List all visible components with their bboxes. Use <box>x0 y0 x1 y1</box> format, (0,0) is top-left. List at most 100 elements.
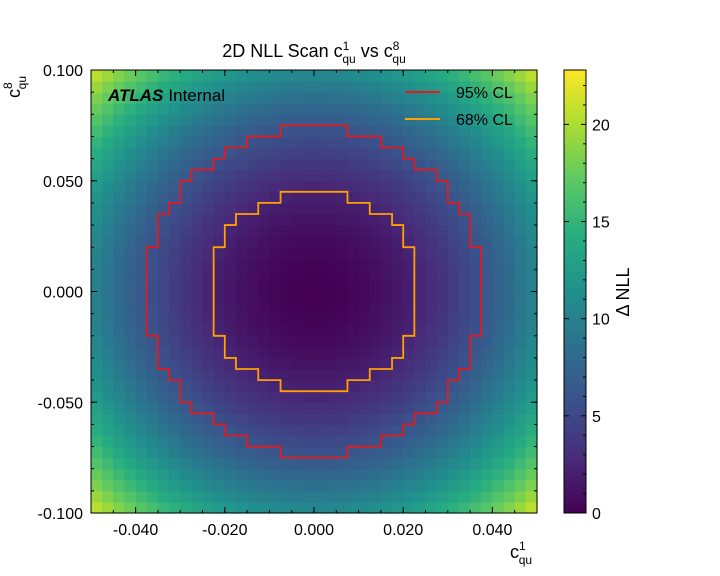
heatmap-cell <box>191 236 204 248</box>
heatmap-cell <box>525 180 538 193</box>
heatmap-cell <box>280 269 293 282</box>
heatmap-cell <box>392 357 404 370</box>
heatmap-cell <box>91 479 103 492</box>
heatmap-cell <box>458 125 471 138</box>
heatmap-cell <box>503 125 516 138</box>
heatmap-cell <box>458 468 471 481</box>
heatmap-cell <box>369 335 382 348</box>
heatmap-cell <box>492 258 505 270</box>
heatmap-cell <box>458 435 471 448</box>
heatmap-cell <box>280 103 293 115</box>
heatmap-cell <box>291 158 304 171</box>
heatmap-cell <box>202 247 215 259</box>
x-tick-label: 0.020 <box>383 522 423 539</box>
heatmap-cell <box>425 479 438 492</box>
heatmap-cell <box>425 225 438 237</box>
heatmap-cell <box>458 457 471 470</box>
y-tick-label: 0.050 <box>43 174 83 191</box>
heatmap-cell <box>91 490 103 503</box>
heatmap-cell <box>291 180 304 193</box>
heatmap-cell <box>169 335 181 348</box>
heatmap-cell <box>470 236 482 248</box>
heatmap-cell <box>392 369 404 381</box>
heatmap-cell <box>314 213 326 226</box>
y-tick-label: -0.100 <box>38 506 83 523</box>
heatmap-cell <box>358 380 371 392</box>
heatmap-cell <box>481 435 493 448</box>
heatmap-cell <box>503 369 516 381</box>
heatmap-cell <box>414 413 427 425</box>
heatmap-cell <box>403 158 415 171</box>
heatmap-cell <box>124 490 137 503</box>
heatmap-cell <box>91 136 103 149</box>
heatmap-cell <box>392 225 404 237</box>
heatmap-cell <box>525 501 538 514</box>
heatmap-cell <box>481 490 493 503</box>
heatmap-cell <box>458 236 471 248</box>
heatmap-cell <box>113 457 126 470</box>
heatmap-cell <box>325 291 337 304</box>
heatmap-cell <box>436 302 449 315</box>
heatmap-cell <box>169 247 181 259</box>
heatmap-cell <box>458 313 471 326</box>
heatmap-cell <box>135 125 148 138</box>
heatmap-cell <box>525 313 538 326</box>
heatmap-cell <box>525 357 538 370</box>
heatmap-cell <box>392 402 404 414</box>
heatmap-cell <box>169 435 181 448</box>
heatmap-cell <box>447 158 460 171</box>
heatmap-cell <box>414 402 427 414</box>
heatmap-cell <box>202 302 215 315</box>
heatmap-cell <box>258 103 270 115</box>
heatmap-cell <box>392 413 404 425</box>
heatmap-cell <box>191 280 204 293</box>
heatmap-cell <box>113 191 126 204</box>
heatmap-cell <box>235 136 248 149</box>
heatmap-cell <box>369 180 382 193</box>
heatmap-cell <box>436 158 449 171</box>
heatmap-cell <box>481 291 493 304</box>
heatmap-cell <box>124 413 137 425</box>
heatmap-cell <box>470 247 482 259</box>
heatmap-cell <box>169 125 181 138</box>
heatmap-cell <box>447 191 460 204</box>
heatmap-cell <box>481 269 493 282</box>
heatmap-cell <box>447 490 460 503</box>
heatmap-cell <box>91 335 103 348</box>
heatmap-cell <box>258 435 270 448</box>
heatmap-cell <box>314 468 326 481</box>
heatmap-cell <box>224 103 237 115</box>
heatmap-cell <box>124 402 137 414</box>
heatmap-cell <box>280 468 293 481</box>
heatmap-cell <box>514 435 527 448</box>
heatmap-cell <box>347 313 360 326</box>
heatmap-cell <box>269 391 282 403</box>
heatmap-cell <box>258 125 270 138</box>
heatmap-cell <box>280 369 293 381</box>
heatmap-cell <box>514 391 527 403</box>
heatmap-cell <box>447 380 460 392</box>
heatmap-cell <box>436 136 449 149</box>
heatmap-cell <box>358 346 371 359</box>
heatmap-cell <box>235 125 248 138</box>
heatmap-cell <box>425 490 438 503</box>
heatmap-cell <box>514 103 527 115</box>
heatmap-cell <box>291 402 304 414</box>
heatmap-cell <box>314 180 326 193</box>
legend-label: 68% CL <box>456 112 513 129</box>
heatmap-cell <box>470 335 482 348</box>
heatmap-cell <box>258 169 270 182</box>
heatmap-cell <box>425 202 438 215</box>
heatmap-cell <box>369 247 382 259</box>
heatmap-cell <box>280 413 293 425</box>
heatmap-cell <box>280 247 293 259</box>
heatmap-cell <box>135 136 148 149</box>
heatmap-cell <box>436 369 449 381</box>
heatmap-cell <box>336 103 349 115</box>
heatmap-cell <box>514 346 527 359</box>
heatmap-cell <box>269 225 282 237</box>
heatmap-cell <box>224 81 237 93</box>
heatmap-cell <box>124 468 137 481</box>
